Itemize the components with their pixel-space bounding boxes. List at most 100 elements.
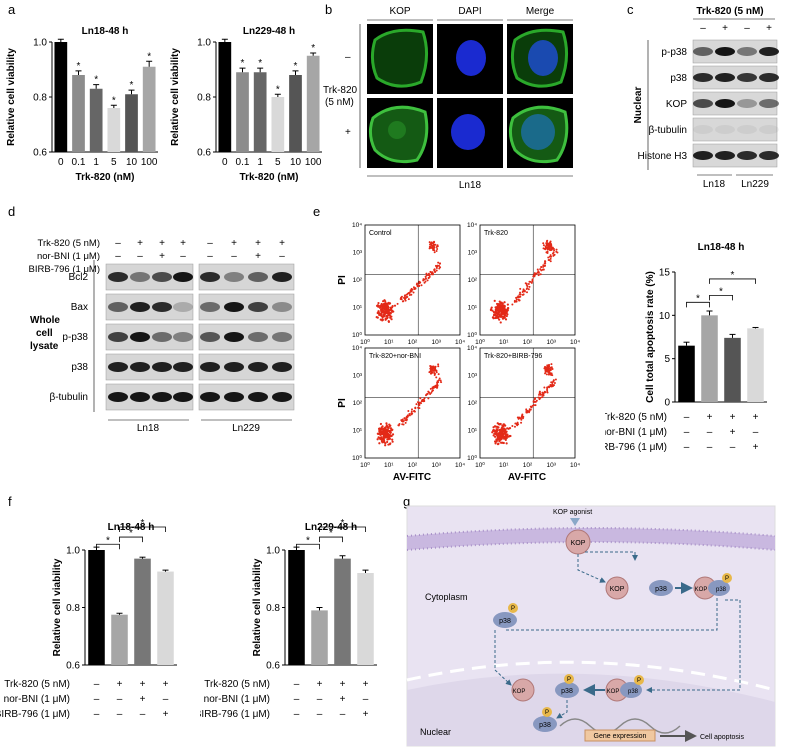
blot-band [224,392,244,402]
blot-band [224,272,244,282]
blot-band [737,125,757,134]
bar [357,573,374,665]
y-tick-label: 10⁴ [352,222,362,229]
bar [142,66,156,152]
column-label-kop: KOP [389,6,410,17]
treatment-sign: – [340,709,346,720]
panel-d: d Trk-820 (5 nM) – – + + + + + + nor-BNI (1 μM) – –… [0,200,305,435]
treatment-row-label: Trk-820 (5 nM) [38,238,100,249]
x-tick-label: 5 [111,157,117,168]
blot-row-label: p-p38 [661,47,687,58]
panel-letter-b: b [325,2,333,17]
bar [218,42,232,152]
treatment-sign: – [94,694,100,705]
panel-g: g KOP agonist Cytoplasm Nuclear KOP KOP … [395,490,790,751]
cytoplasm-label: Cytoplasm [425,592,468,602]
svg-text:P: P [637,678,641,684]
significance-marker: * [731,270,735,281]
y-tick-label: 10⁴ [467,222,477,229]
blot-band [200,302,220,312]
treatment-sign: + [255,251,261,262]
y-tick-label: 0.8 [66,603,80,614]
blot-band [737,151,757,160]
blot-band [224,302,244,312]
treatment-sign: + [255,238,261,249]
blot-band [759,125,779,134]
gene-expression-label: Gene expression [594,733,647,740]
blot-band [152,302,172,312]
treatment-label-2: (5 nM) [325,97,354,108]
nuclear-label: Nuclear [633,87,644,124]
y-tick-label: 10 [659,311,671,322]
x-tick-label: 10² [408,462,418,469]
y-tick-label: 10⁴ [467,345,477,352]
svg-text:p38: p38 [655,586,667,593]
y-tick-label: 1.0 [33,38,47,49]
blot-band [737,73,757,82]
treatment-sign: + [753,442,759,453]
blot-strip [692,117,778,142]
blot-row-label: p38 [670,73,687,84]
x-tick-label: 10² [523,462,533,469]
y-tick-label: 1.0 [197,38,211,49]
y-tick-label: 10¹ [353,305,363,312]
bar [107,108,121,152]
y-tick-label: 10³ [468,250,478,257]
microscopy-figure: KOP DAPI Merge – + Trk-820 (5 nM) [323,6,573,191]
lysate-label-2: cell [36,328,53,339]
flow-plot-label: Trk-820 [484,230,508,237]
svg-text:p38: p38 [539,722,551,729]
bar-chart-a-ln229: Ln229-48 h 0.6 0.8 1.0 Relative cell viabili… [170,26,322,183]
y-tick-label: 10¹ [353,428,363,435]
blot-band [248,332,268,342]
x-tick-label: 1 [93,157,99,168]
x-tick-label: 10¹ [499,339,509,346]
y-tick-label: 10⁴ [352,345,362,352]
row-sign-minus: – [345,52,351,63]
treatment-sign: – [684,412,690,423]
significance-bracket [686,301,710,308]
x-tick-label: 10 [126,157,138,168]
y-tick-label: 0.8 [33,93,47,104]
treatment-sign: + [163,709,169,720]
treatment-sign: + [707,412,713,423]
treatment-sign: – [117,694,123,705]
treatment-header: Trk-820 (5 nM) [696,6,763,17]
blot-band [693,125,713,134]
blot-band [108,362,128,372]
lane-sign: + [722,23,728,34]
svg-text:p38: p38 [716,587,727,593]
blot-row-label: β-tubulin [648,125,687,136]
treatment-sign: – [207,251,213,262]
blot-band [108,302,128,312]
blot-band [173,392,193,402]
significance-marker: * [77,61,81,72]
svg-text:p38: p38 [499,618,511,625]
blot-band [173,302,193,312]
blot-band [693,151,713,160]
bar-chart-a-ln18: Ln18-48 h 0.6 0.8 1.0 Relative cell viabilit… [6,26,158,183]
blot-row-label: KOP [666,99,687,110]
y-tick-label: 10³ [353,250,363,257]
bar [111,614,128,665]
treatment-sign: – [163,694,169,705]
x-tick-label: 100 [305,157,322,168]
blot-band [130,302,150,312]
y-tick-label: 0.6 [266,661,280,672]
significance-marker: * [147,51,151,62]
treatment-sign: – [140,709,146,720]
blot-band [715,73,735,82]
panel-letter-a: a [8,2,16,17]
blot-band [272,392,292,402]
western-blot-c: Trk-820 (5 nM) – + – + p-p38 p38 KOP β-tubulin… [633,6,779,190]
treatment-sign: + [180,238,186,249]
x-tick-label: 10² [523,339,533,346]
svg-text:P: P [511,606,515,612]
blot-band [248,362,268,372]
treatment-row-label: Trk-820 (5 nM) [4,679,70,690]
x-tick-label: 1 [257,157,263,168]
blot-band [173,362,193,372]
